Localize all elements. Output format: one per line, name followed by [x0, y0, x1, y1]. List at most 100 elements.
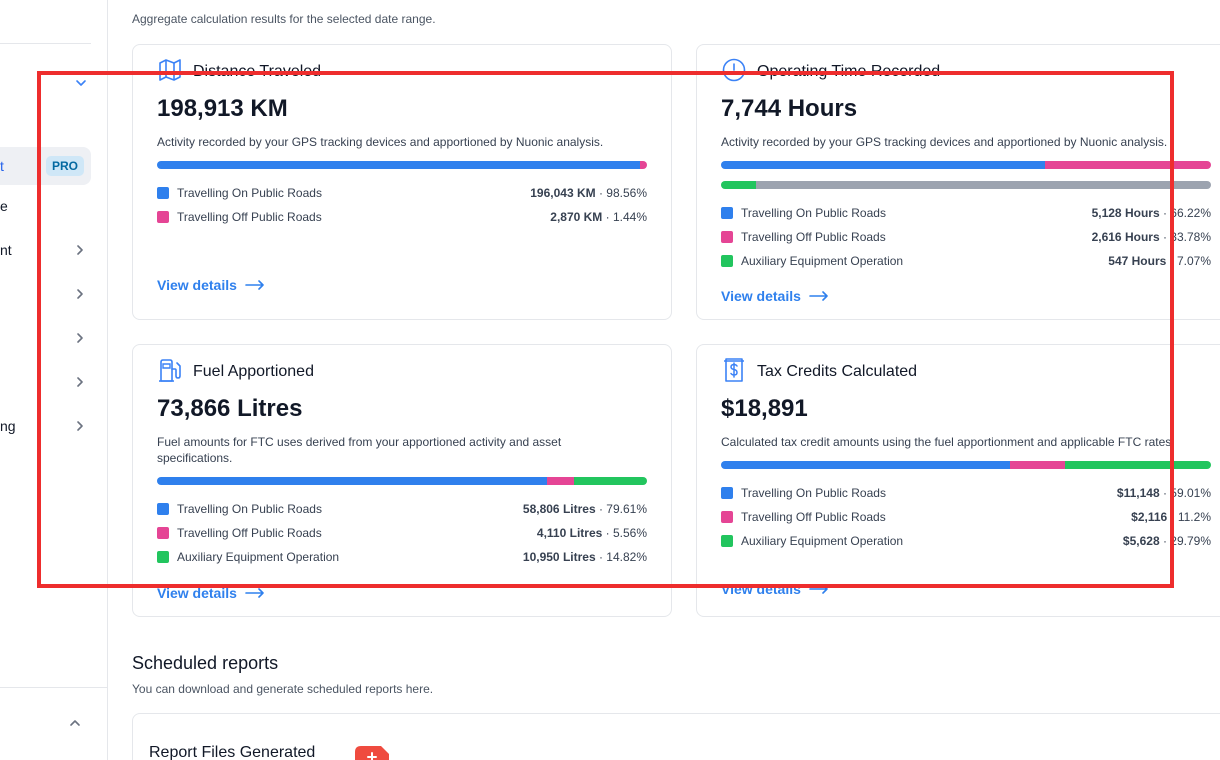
sidebar-item[interactable] [0, 275, 91, 313]
legend-percent: · 14.82% [595, 550, 647, 564]
distance-card: Distance Traveled 198,913 KM Activity re… [132, 44, 672, 320]
legend-swatch [721, 511, 733, 523]
legend-amount: $2,116 [1131, 510, 1168, 524]
bar-segment-auxiliary [574, 477, 647, 485]
card-title: Operating Time Recorded [757, 63, 941, 80]
legend-label: Travelling Off Public Roads [741, 230, 886, 244]
arrow-right-icon [809, 584, 828, 594]
sidebar-item[interactable]: e [0, 187, 91, 225]
legend-percent: · 33.78% [1159, 230, 1211, 244]
map-icon [159, 59, 181, 81]
chevron-right-icon [77, 333, 83, 343]
arrow-right-icon [245, 280, 264, 290]
legend-swatch [157, 187, 169, 199]
legend-swatch [157, 527, 169, 539]
legend-amount: 2,616 Hours [1091, 230, 1160, 244]
legend-label: Travelling On Public Roads [177, 186, 322, 200]
auxiliary-bar [721, 181, 1211, 189]
legend-row: Travelling On Public Roads [721, 486, 886, 500]
legend-value: 5,128 Hours · 66.22% [1092, 206, 1211, 220]
legend-row: Travelling On Public Roads [157, 186, 322, 200]
sidebar-item[interactable]: nt [0, 231, 91, 269]
sidebar-item[interactable] [0, 319, 91, 357]
legend-percent: · 11.2% [1167, 510, 1211, 524]
legend-value: 10,950 Litres · 14.82% [523, 550, 647, 564]
card-value: 73,866 Litres [157, 395, 303, 422]
legend-label: Travelling On Public Roads [741, 486, 886, 500]
legend-amount: 2,870 KM [550, 210, 603, 224]
chevron-up-icon[interactable] [68, 716, 82, 730]
chevron-right-icon [77, 377, 83, 387]
legend-amount: 4,110 Litres [536, 526, 603, 540]
sidebar-item[interactable] [0, 363, 91, 401]
legend-swatch [721, 255, 733, 267]
bar-segment-on-road [157, 477, 548, 485]
legend-amount: 5,128 Hours [1091, 206, 1160, 220]
legend-row: Auxiliary Equipment Operation [157, 550, 339, 564]
view-details-link[interactable]: View details [157, 585, 265, 601]
chevron-down-icon[interactable] [74, 76, 88, 90]
pro-badge: PRO [46, 156, 85, 176]
legend-row: Travelling Off Public Roads [157, 526, 322, 540]
legend-amount: $5,628 [1122, 534, 1160, 548]
distance-bar [157, 161, 647, 169]
bar-segment-auxiliary [1065, 461, 1211, 469]
report-files-title: Report Files Generated [149, 744, 316, 760]
legend-amount: $11,148 [1116, 486, 1160, 500]
legend-label: Travelling Off Public Roads [177, 526, 322, 540]
legend-row: Travelling On Public Roads [157, 502, 322, 516]
tax-bar [721, 461, 1211, 469]
legend-percent: · 7.07% [1166, 254, 1211, 268]
pdf-file-icon [355, 746, 389, 760]
legend-swatch [721, 231, 733, 243]
fuel-bar [157, 477, 647, 485]
legend-row: Travelling Off Public Roads [721, 230, 886, 244]
bar-segment-off-road [1010, 461, 1066, 469]
legend-label: Travelling Off Public Roads [741, 510, 886, 524]
legend-percent: · 59.01% [1159, 486, 1211, 500]
legend-value: 196,043 KM · 98.56% [530, 186, 647, 200]
legend-label: Travelling On Public Roads [741, 206, 886, 220]
view-details-link[interactable]: View details [721, 288, 829, 304]
legend-swatch [157, 503, 169, 515]
legend-value: 2,870 KM · 1.44% [550, 210, 647, 224]
bar-segment-on-road [157, 161, 640, 169]
legend-swatch [721, 207, 733, 219]
chevron-right-icon [77, 245, 83, 255]
card-description: Fuel amounts for FTC uses derived from y… [157, 435, 562, 465]
receipt-dollar-icon [724, 358, 744, 382]
sidebar-item-active[interactable]: t PRO [0, 147, 91, 185]
view-details-link[interactable]: View details [157, 277, 265, 293]
summary-subtitle: Aggregate calculation results for the se… [132, 12, 436, 26]
card-description: Calculated tax credit amounts using the … [721, 435, 1175, 449]
sidebar-item-label: nt [0, 242, 12, 258]
bar-segment-off-road [547, 477, 575, 485]
arrow-right-icon [809, 291, 828, 301]
legend-percent: · 29.79% [1159, 534, 1211, 548]
bar-segment-remainder [755, 181, 1211, 189]
legend-label: Auxiliary Equipment Operation [741, 254, 904, 268]
view-details-label: View details [721, 581, 801, 597]
card-value: 7,744 Hours [721, 95, 858, 122]
legend-percent: · 66.22% [1159, 206, 1211, 220]
fuel-card: Fuel Apportioned 73,866 Litres Fuel amou… [132, 344, 672, 617]
legend-value: 2,616 Hours · 33.78% [1092, 230, 1211, 244]
legend-percent: · 5.56% [602, 526, 647, 540]
sidebar-item[interactable]: ng [0, 407, 91, 445]
legend-label: Travelling Off Public Roads [177, 210, 322, 224]
chevron-right-icon [77, 289, 83, 299]
legend-value: $5,628 · 29.79% [1123, 534, 1211, 548]
scheduled-reports-subtitle: You can download and generate scheduled … [132, 682, 434, 696]
card-value: $18,891 [721, 395, 808, 422]
fuel-pump-icon [159, 359, 181, 382]
legend-amount: 196,043 KM [530, 186, 596, 200]
legend-row: Auxiliary Equipment Operation [721, 534, 903, 548]
legend-amount: 547 Hours [1108, 254, 1167, 268]
sidebar-item-label: t [0, 158, 4, 174]
scheduled-reports-title: Scheduled reports [132, 653, 279, 673]
legend-value: 4,110 Litres · 5.56% [537, 526, 647, 540]
card-title: Fuel Apportioned [193, 363, 314, 380]
bar-segment-off-road [1045, 161, 1211, 169]
legend-swatch [157, 551, 169, 563]
view-details-link[interactable]: View details [721, 581, 829, 597]
